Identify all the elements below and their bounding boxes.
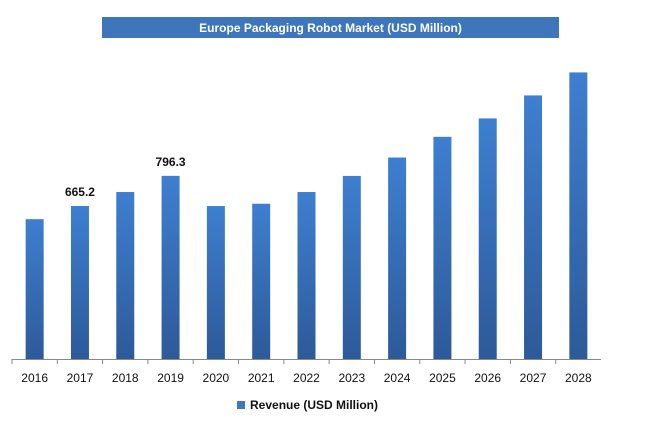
bar-2025 bbox=[433, 136, 452, 359]
bar-2018 bbox=[116, 192, 135, 359]
x-tick-label: 2026 bbox=[474, 371, 501, 385]
bar-2017 bbox=[70, 206, 89, 359]
chart-title: Europe Packaging Robot Market (USD Milli… bbox=[102, 17, 559, 38]
bar-2021 bbox=[252, 203, 271, 359]
legend-swatch bbox=[237, 401, 245, 409]
x-tick-label: 2019 bbox=[157, 371, 184, 385]
bar-2024 bbox=[388, 157, 407, 359]
data-label-2017: 665.2 bbox=[65, 185, 95, 199]
x-tick-label: 2025 bbox=[429, 371, 456, 385]
x-tick-label: 2028 bbox=[565, 371, 592, 385]
legend: Revenue (USD Million) bbox=[237, 398, 378, 412]
bar-2028 bbox=[569, 72, 588, 360]
chart-title-text: Europe Packaging Robot Market (USD Milli… bbox=[199, 20, 462, 35]
bar-2022 bbox=[297, 192, 316, 359]
legend-label: Revenue (USD Million) bbox=[250, 398, 379, 412]
bar-2026 bbox=[478, 118, 497, 359]
x-tick-label: 2017 bbox=[67, 371, 94, 385]
x-tick-label: 2018 bbox=[112, 371, 139, 385]
bar-2020 bbox=[206, 206, 225, 359]
x-tick-label: 2016 bbox=[21, 371, 48, 385]
x-tick-label: 2027 bbox=[520, 371, 547, 385]
bar-2027 bbox=[524, 95, 543, 360]
x-tick-label: 2020 bbox=[203, 371, 230, 385]
bar-2016 bbox=[25, 219, 44, 359]
bar-2023 bbox=[342, 175, 361, 359]
bar-2019 bbox=[161, 175, 180, 359]
x-tick-label: 2021 bbox=[248, 371, 275, 385]
x-tick-label: 2023 bbox=[338, 371, 365, 385]
data-label-2019: 796.3 bbox=[156, 155, 186, 169]
x-tick-label: 2022 bbox=[293, 371, 320, 385]
x-tick-label: 2024 bbox=[384, 371, 411, 385]
